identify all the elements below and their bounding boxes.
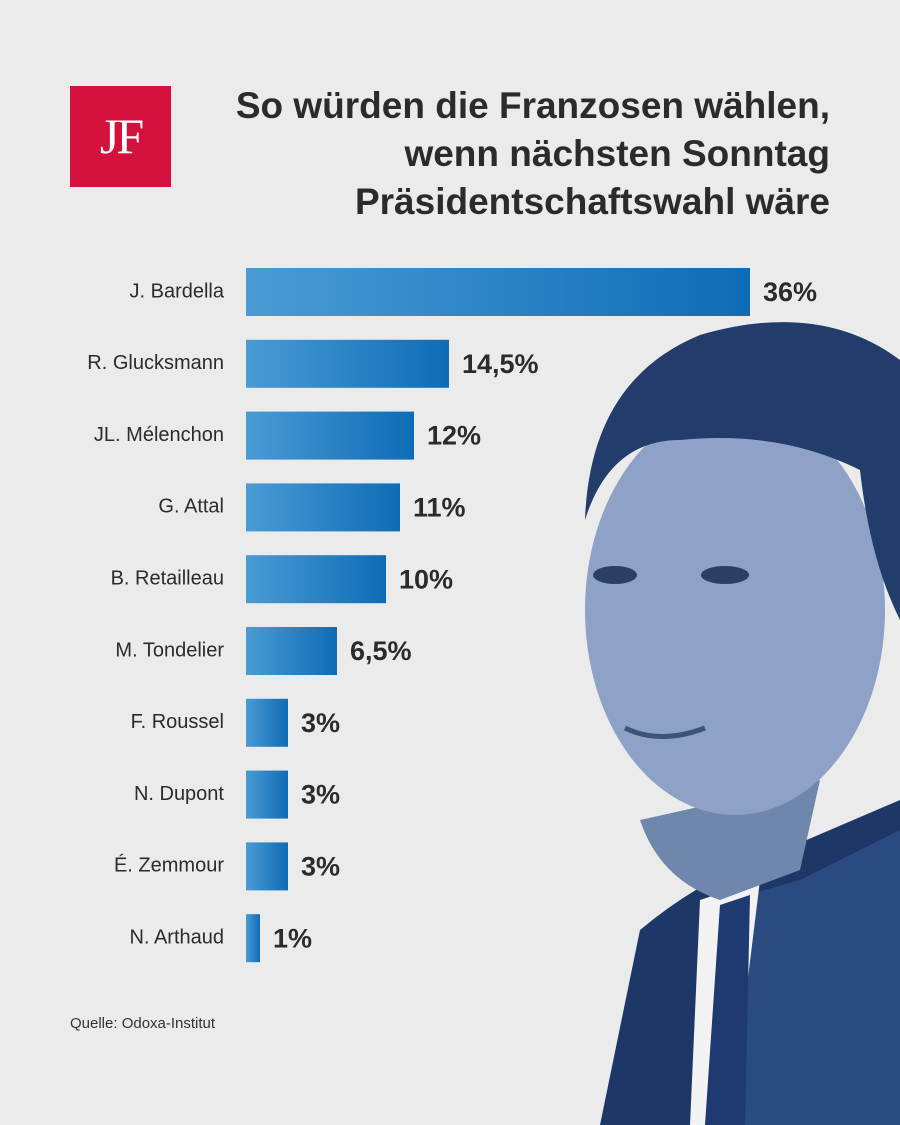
- category-label: F. Roussel: [131, 711, 224, 733]
- portrait: [585, 322, 900, 1125]
- value-label: 6,5%: [350, 636, 412, 666]
- bar: [246, 698, 288, 747]
- source: Quelle: Odoxa-Institut: [70, 1015, 216, 1032]
- logo: JF: [70, 86, 171, 187]
- category-label: J. Bardella: [130, 280, 225, 302]
- bar: [246, 842, 288, 891]
- value-label: 36%: [763, 277, 817, 307]
- value-label: 1%: [273, 923, 312, 953]
- bar: [246, 914, 260, 963]
- chart-title: So würden die Franzosen wählen, wenn näc…: [235, 85, 830, 222]
- category-label: N. Arthaud: [129, 926, 224, 948]
- category-label: M. Tondelier: [115, 639, 224, 661]
- bar: [246, 770, 288, 819]
- bar: [246, 411, 414, 460]
- bar: [246, 483, 400, 532]
- value-label: 3%: [301, 852, 340, 882]
- bar: [246, 555, 386, 604]
- category-label: B. Retailleau: [111, 567, 224, 589]
- bar: [246, 268, 750, 316]
- bar: [246, 627, 337, 675]
- value-label: 10%: [399, 564, 453, 594]
- category-label: É. Zemmour: [114, 854, 224, 877]
- category-label: JL. Mélenchon: [94, 424, 224, 446]
- value-label: 11%: [413, 493, 466, 523]
- category-label: R. Glucksmann: [87, 352, 224, 374]
- bar: [246, 339, 449, 388]
- category-label: G. Attal: [158, 496, 224, 518]
- value-label: 12%: [427, 421, 481, 451]
- value-label: 3%: [301, 780, 340, 810]
- value-label: 3%: [301, 708, 340, 738]
- value-label: 14,5%: [462, 349, 539, 379]
- category-label: N. Dupont: [134, 783, 224, 805]
